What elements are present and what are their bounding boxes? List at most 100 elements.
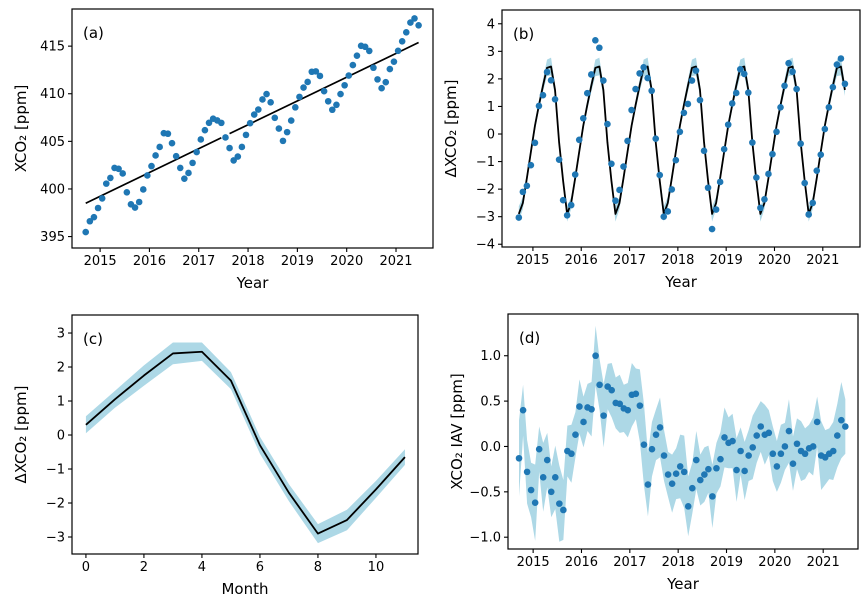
data-point: [148, 162, 155, 170]
data-point: [539, 91, 547, 99]
data-point: [753, 432, 761, 439]
y-tick-label: 400: [40, 182, 65, 197]
data-point: [519, 188, 527, 196]
data-point: [696, 96, 704, 104]
data-point: [697, 476, 704, 484]
data-point: [374, 76, 381, 83]
data-point: [773, 463, 781, 470]
data-point: [684, 100, 692, 108]
data-point: [279, 137, 287, 145]
data-point: [201, 126, 209, 134]
data-point: [189, 159, 196, 167]
y-tick-label: −2: [476, 183, 495, 198]
data-point: [592, 37, 599, 44]
data-point: [390, 58, 398, 65]
data-point: [242, 131, 250, 139]
data-point: [713, 464, 720, 472]
data-point: [267, 99, 274, 106]
data-point: [234, 153, 242, 160]
y-axis-title: XCO₂ [ppm]: [12, 85, 30, 173]
data-point: [688, 484, 696, 492]
x-tick-label: 2016: [565, 555, 598, 570]
data-point: [616, 186, 623, 194]
data-point: [382, 78, 390, 86]
data-point: [676, 128, 684, 136]
y-tick-label: −4: [476, 238, 495, 253]
x-tick-label: 0: [82, 560, 90, 575]
data-point: [701, 471, 708, 478]
data-point: [275, 125, 283, 132]
data-point: [765, 170, 772, 178]
data-point: [563, 212, 571, 219]
data-point: [197, 136, 205, 143]
panel-d: 2015 2016 2017 2018 2019 2020 2021 −1.0 −0.5 0.0 0…: [448, 313, 859, 593]
x-tick-label: 2020: [758, 555, 791, 570]
data-point: [296, 93, 303, 101]
x-tick-label: 2020: [330, 254, 363, 269]
data-point: [596, 44, 603, 52]
data-point: [415, 21, 422, 29]
data-point: [608, 386, 615, 394]
data-point: [287, 117, 295, 124]
x-axis-title: Month: [221, 580, 268, 598]
y-tick-label: −1.0: [469, 531, 501, 546]
data-point: [680, 468, 688, 476]
data-point: [793, 85, 800, 93]
x-tick-label: 10: [368, 560, 385, 575]
x-tick-label: 2018: [232, 254, 265, 269]
y-tick-label: −2: [46, 497, 65, 512]
data-point: [757, 204, 764, 212]
data-point: [757, 423, 765, 430]
data-point: [320, 87, 328, 95]
x-tick-label: 2018: [661, 253, 694, 268]
y-tick-label: 0.0: [480, 440, 501, 455]
y-tick-label: 405: [40, 135, 65, 150]
data-point: [353, 52, 361, 59]
data-point: [652, 431, 660, 438]
data-point: [660, 452, 668, 459]
data-point: [246, 119, 254, 127]
data-point: [181, 175, 188, 182]
data-point: [571, 171, 579, 178]
data-point: [781, 82, 788, 90]
data-point: [668, 480, 676, 487]
data-point: [576, 403, 583, 410]
data-point: [781, 443, 789, 450]
data-point: [176, 164, 184, 172]
data-point: [271, 114, 279, 122]
data-point: [769, 150, 776, 158]
x-tick-label: 2019: [710, 555, 743, 570]
data-point: [82, 228, 90, 236]
data-point: [668, 186, 676, 193]
data-point: [740, 70, 748, 78]
panel-c: 0 2 4 6 8 10 −3 −2 −1 0 1 2 3 (c) Month ΔXCO₂ [ppm]: [12, 314, 419, 598]
data-point: [612, 197, 619, 205]
data-point: [324, 97, 332, 105]
x-tick-label: 2: [140, 560, 148, 575]
data-point: [664, 208, 672, 215]
data-point: [119, 170, 126, 177]
data-point: [793, 440, 801, 448]
y-tick-label: 4: [487, 17, 495, 32]
data-point: [765, 429, 773, 437]
y-tick-label: 3: [57, 327, 65, 342]
data-point: [523, 468, 531, 476]
data-point: [555, 156, 563, 163]
y-axis-title: ΔXCO₂ [ppm]: [442, 80, 460, 178]
data-point: [837, 55, 845, 62]
data-point: [115, 165, 122, 173]
data-point: [733, 466, 740, 474]
data-point: [785, 427, 793, 435]
data-point: [648, 445, 656, 453]
data-point: [708, 225, 716, 233]
data-point: [632, 85, 639, 93]
data-point: [785, 59, 792, 67]
x-tick-label: 2021: [379, 254, 412, 269]
data-point: [222, 134, 229, 141]
data-point: [172, 152, 180, 160]
data-point: [676, 463, 684, 470]
data-point: [164, 130, 172, 138]
y-axis-title: XCO₂ IAV [ppm]: [448, 373, 466, 489]
data-point: [98, 195, 106, 202]
data-point: [300, 84, 307, 91]
